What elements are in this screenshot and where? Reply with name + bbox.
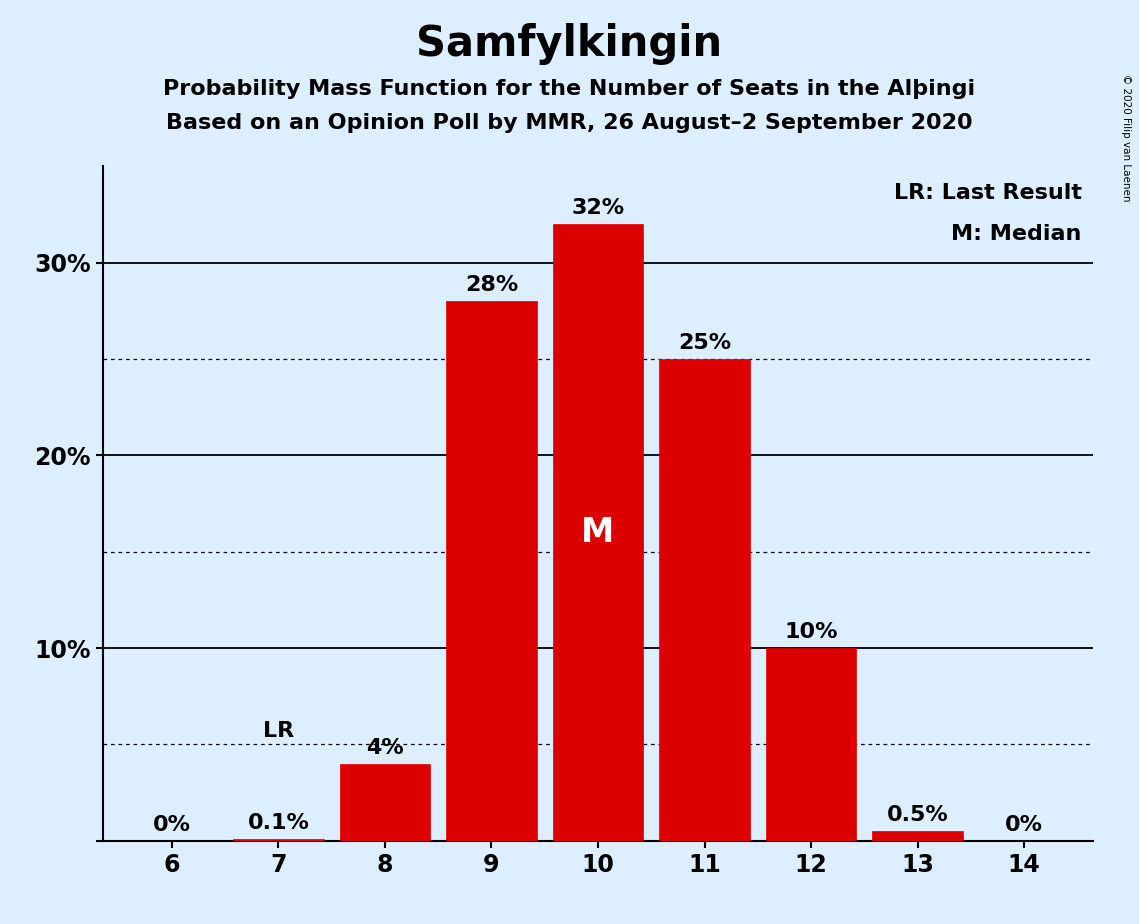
Bar: [446, 301, 536, 841]
Bar: [339, 764, 431, 841]
Text: Probability Mass Function for the Number of Seats in the Alþingi: Probability Mass Function for the Number…: [163, 79, 976, 99]
Text: 4%: 4%: [366, 738, 403, 758]
Text: Based on an Opinion Poll by MMR, 26 August–2 September 2020: Based on an Opinion Poll by MMR, 26 Augu…: [166, 113, 973, 133]
Text: © 2020 Filip van Laenen: © 2020 Filip van Laenen: [1121, 74, 1131, 201]
Text: LR: LR: [263, 721, 294, 741]
Text: 32%: 32%: [572, 199, 624, 218]
Bar: [872, 832, 962, 841]
Text: LR: Last Result: LR: Last Result: [894, 183, 1082, 203]
Bar: [233, 839, 323, 841]
Text: 0%: 0%: [153, 815, 190, 835]
Bar: [765, 648, 857, 841]
Bar: [659, 359, 749, 841]
Text: M: M: [581, 516, 615, 549]
Text: 25%: 25%: [678, 334, 731, 353]
Text: 28%: 28%: [465, 275, 518, 296]
Text: M: Median: M: Median: [951, 224, 1082, 244]
Text: 10%: 10%: [785, 623, 838, 642]
Text: Samfylkingin: Samfylkingin: [417, 23, 722, 65]
Bar: [552, 225, 644, 841]
Text: 0%: 0%: [1006, 815, 1043, 835]
Text: 0.5%: 0.5%: [887, 806, 949, 825]
Text: 0.1%: 0.1%: [247, 813, 310, 833]
